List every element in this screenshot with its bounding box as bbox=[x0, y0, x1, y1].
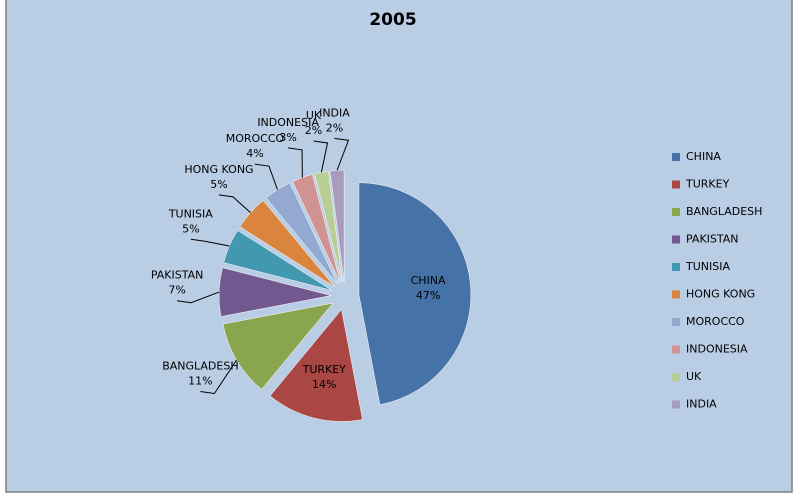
data-label-name: UK bbox=[306, 109, 322, 122]
leader-line bbox=[313, 140, 329, 173]
data-label-value: 5% bbox=[210, 178, 227, 191]
data-label-name: INDONESIA bbox=[257, 116, 319, 129]
data-label-name: INDIA bbox=[319, 106, 350, 119]
data-label-value: 5% bbox=[182, 222, 199, 235]
pie-slice bbox=[218, 267, 332, 317]
data-label-name: MOROCCO bbox=[226, 132, 285, 145]
leader-line bbox=[254, 163, 278, 190]
legend-label: BANGLADESH bbox=[686, 205, 762, 218]
legend-label: MOROCCO bbox=[686, 315, 745, 328]
data-label-value: 4% bbox=[246, 147, 263, 160]
legend-label: TURKEY bbox=[685, 178, 730, 191]
legend-swatch bbox=[672, 263, 680, 271]
data-label-name: CHINA bbox=[411, 274, 446, 287]
pie-slice bbox=[222, 302, 334, 390]
leader-line bbox=[177, 291, 220, 304]
leader-line bbox=[288, 147, 303, 178]
legend-label: INDIA bbox=[686, 398, 717, 411]
legend-swatch bbox=[672, 180, 680, 189]
leader-line bbox=[200, 359, 237, 395]
pie-slice bbox=[265, 182, 338, 285]
pie-slice bbox=[329, 169, 345, 283]
legend-swatch bbox=[672, 208, 680, 216]
data-label-value: 2% bbox=[326, 121, 343, 134]
chart-title: 2005 bbox=[369, 10, 416, 30]
data-label-name: BANGLADESH bbox=[162, 360, 238, 373]
legend-label: UK bbox=[686, 370, 702, 383]
pie-slice bbox=[358, 182, 472, 405]
legend-swatch bbox=[672, 290, 680, 299]
data-label-value: 11% bbox=[188, 375, 212, 388]
legend-label: HONG KONG bbox=[686, 288, 755, 301]
pie-slice bbox=[223, 230, 333, 291]
legend-label: PAKISTAN bbox=[686, 233, 739, 246]
data-label-name: TURKEY bbox=[302, 363, 347, 376]
data-label-value: 47% bbox=[416, 289, 440, 302]
leader-line bbox=[334, 137, 350, 171]
pie-slice bbox=[314, 170, 343, 283]
data-label-value: 3% bbox=[279, 131, 296, 144]
pie-slice bbox=[269, 308, 363, 422]
legend-swatch bbox=[672, 373, 680, 381]
leader-line bbox=[190, 238, 230, 247]
data-label-name: PAKISTAN bbox=[151, 269, 204, 282]
legend-swatch bbox=[672, 153, 680, 161]
legend-label: CHINA bbox=[686, 150, 721, 163]
legend-swatch bbox=[672, 345, 680, 354]
legend-swatch bbox=[672, 235, 680, 244]
data-label-name: HONG KONG bbox=[184, 163, 253, 176]
data-label-value: 2% bbox=[305, 124, 322, 137]
legend-label: TUNISIA bbox=[685, 260, 730, 273]
data-label-name: TUNISIA bbox=[168, 207, 213, 220]
pie-slice bbox=[239, 200, 335, 287]
legend-swatch bbox=[672, 400, 680, 409]
leader-line bbox=[218, 194, 251, 214]
legend-label: INDONESIA bbox=[686, 343, 748, 356]
legend-swatch bbox=[672, 318, 680, 326]
data-label-value: 14% bbox=[312, 378, 336, 391]
data-label-value: 7% bbox=[168, 284, 185, 297]
